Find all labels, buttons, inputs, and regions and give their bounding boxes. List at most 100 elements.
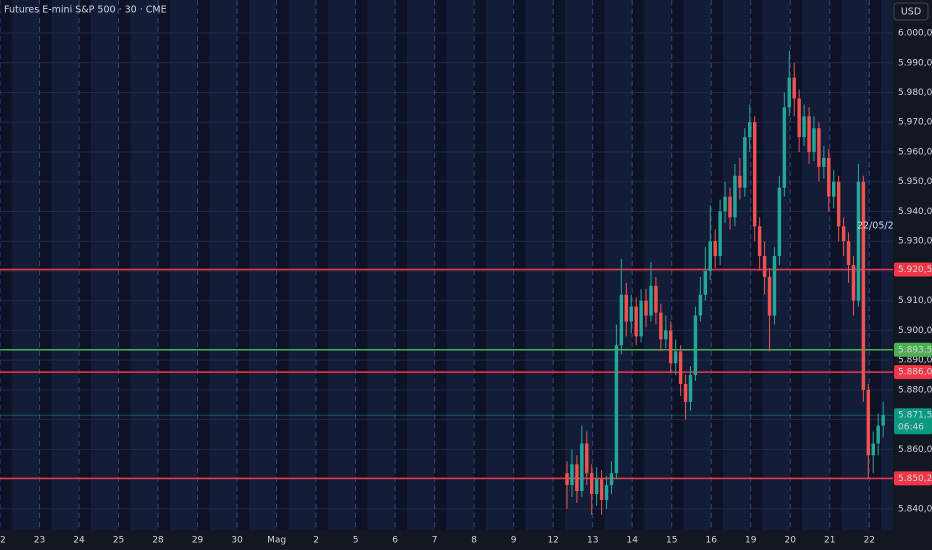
candle-body [624,294,629,322]
candle-body [822,157,826,167]
candle-body [832,181,836,197]
last-price-box [894,408,932,435]
x-tick-label: 22 [864,536,875,546]
candle-body [752,122,757,227]
y-tick-label: 5.930,00 [898,237,932,247]
y-tick-label: 5.910,00 [898,296,932,306]
x-tick-label: 19 [745,536,757,546]
level-label-box [894,471,932,486]
axes: 5.840,005.850,005.860,005.870,005.880,00… [0,29,932,546]
candle-body [728,196,732,218]
level-label-box [894,262,932,277]
x-tick-label: 9 [511,536,517,546]
candle-body [678,351,683,384]
candle-body [575,464,579,492]
plot-area: 22/05/202 [0,0,906,530]
candle-body [659,312,663,340]
candle-body [861,181,866,390]
candle-body [797,98,801,138]
candle-body [851,265,856,301]
candle-body [733,175,737,218]
candle-body [841,226,846,242]
candle-body [738,175,742,188]
x-tick-label: 6 [392,536,398,546]
level-label: 5.850,25 [898,474,932,484]
y-tick-label: 5.990,00 [898,58,932,68]
candle-body [619,294,624,346]
candle-body [708,241,712,271]
y-tick-label: 5.980,00 [898,88,932,98]
candle-body [644,300,648,316]
candle-body [787,77,792,108]
y-tick-label: 5.840,00 [898,504,932,514]
x-tick-label: 15 [666,536,677,546]
candle-body [649,285,653,316]
candle-body [856,181,861,301]
candle-body [570,464,574,486]
candle-body [580,443,584,492]
y-tick-label: 5.950,00 [898,177,932,187]
candle-body [876,425,880,444]
candle-body [836,181,841,227]
x-tick-label: 21 [824,536,835,546]
level-label: 5.920,50 [898,265,932,275]
level-label: 5.886,00 [898,368,932,378]
candle-body [664,330,668,340]
x-tick-label: 23 [34,536,45,546]
candle-body [634,306,638,337]
candle-body [782,107,787,188]
y-tick-label: 5.900,00 [898,326,932,336]
candle-body [772,256,777,316]
candle-body [629,306,633,322]
currency-label[interactable]: USD [901,7,921,18]
x-tick-label: 30 [231,536,243,546]
candle-body [817,128,821,167]
candle-body [639,300,643,337]
candle-body [757,226,762,257]
candle-body [743,137,747,188]
level-label: 5.893,50 [898,345,932,355]
candle-body [807,116,811,152]
y-tick-label: 6.000,00 [898,29,932,39]
candle-body [609,473,614,486]
x-tick-label: 8 [471,536,477,546]
candle-body [748,122,752,138]
x-tick-label: 16 [706,536,718,546]
annotation: 22/05/202 [857,221,906,232]
x-tick-label: 28 [152,536,164,546]
x-tick-label: 20 [785,536,797,546]
y-tick-label: 5.860,00 [898,445,932,455]
currency-button[interactable] [893,2,929,21]
candle-body [669,330,673,364]
candle-body [767,276,772,316]
candle-body [698,294,703,316]
candle-body [777,187,782,257]
y-tick-label: 5.970,00 [898,118,932,128]
x-tick-label: 13 [587,536,598,546]
candle-body [688,375,693,402]
y-tick-label: 5.880,00 [898,385,932,395]
last-price-label: 5.871,50 [898,411,932,421]
y-tick-label: 5.940,00 [898,207,932,217]
candle-body [614,345,619,474]
candle-body [827,157,831,197]
level-label-box [894,365,932,380]
x-tick-label: 25 [113,536,124,546]
candle-body [585,443,589,474]
plot-background [0,0,893,530]
candle-body [881,415,885,426]
chart-title: Futures E-mini S&P 500 · 30 · CME [4,5,167,16]
x-tick-label: 14 [626,536,638,546]
x-tick-label: 29 [192,536,204,546]
candle-body [762,256,767,277]
candle-body [565,473,569,486]
level-label-box [894,342,932,357]
candle-body [703,270,708,295]
candle-body [718,211,722,257]
candle-body [866,389,871,456]
x-tick-label: 22 [0,536,6,546]
x-tick-label: 7 [432,536,438,546]
y-tick-label: 5.890,00 [898,356,932,366]
